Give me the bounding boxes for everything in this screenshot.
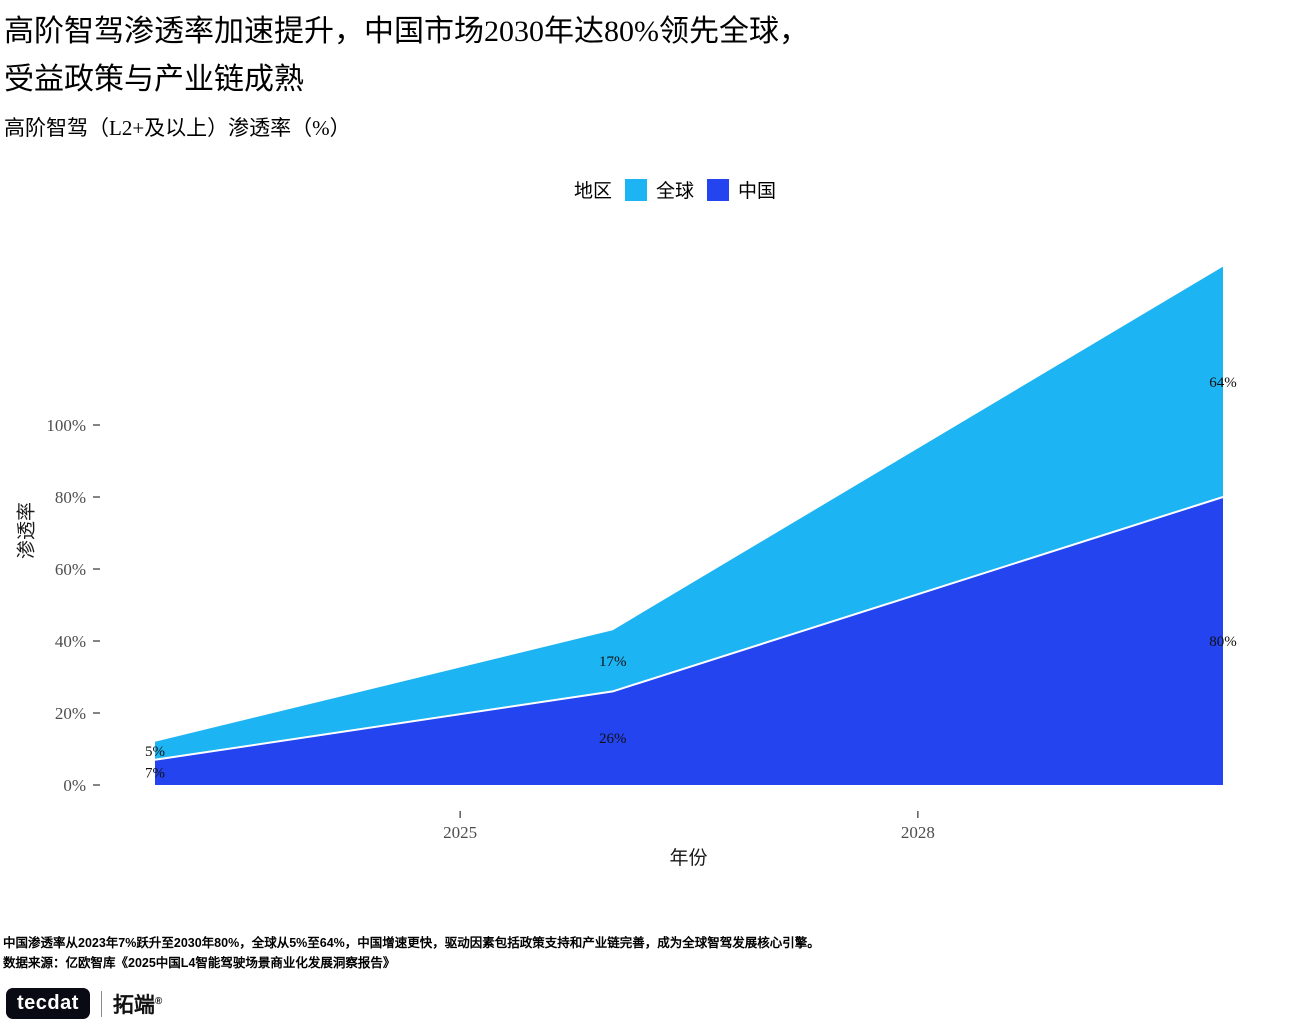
- legend-item-china: 中国: [707, 176, 776, 203]
- stacked-area-chart: 0% 20% 40% 60% 80% 100% 2025 2028 7% 5% 26% 17% 80% 6…: [46, 266, 1237, 842]
- legend-item-global: 全球: [624, 176, 694, 203]
- legend-title: 地区: [573, 181, 612, 202]
- legend-label-china: 中国: [738, 181, 777, 202]
- y-axis-title: 渗透率: [16, 502, 38, 560]
- legend-swatch-china: [707, 178, 729, 201]
- chart-subtitle: 高阶智驾（L2+及以上）渗透率（%）: [4, 116, 351, 140]
- caption-text: 中国渗透率从2023年7%跃升至2030年80%，全球从5%至64%，中国增速更…: [3, 936, 820, 950]
- y-tick-label: 20%: [55, 704, 86, 723]
- registered-mark: ®: [154, 995, 163, 1007]
- data-label-china: 26%: [599, 731, 627, 747]
- chart-title-line2: 受益政策与产业链成熟: [4, 63, 304, 96]
- chart-title-line1: 高阶智驾渗透率加速提升，中国市场2030年达80%领先全球，: [4, 15, 809, 48]
- chart-title: 高阶智驾渗透率加速提升，中国市场2030年达80%领先全球， 受益政策与产业链成…: [4, 8, 809, 104]
- data-label-global: 64%: [1209, 375, 1237, 391]
- area-china: [155, 497, 1223, 785]
- y-tick-label: 0%: [63, 776, 86, 795]
- y-tick-label: 60%: [55, 560, 86, 579]
- source-text: 数据来源：亿欧智库《2025中国L4智能驾驶场景商业化发展洞察报告》: [3, 956, 396, 970]
- logo: tecdat 拓端®: [6, 988, 162, 1019]
- x-tick-label: 2025: [443, 823, 477, 842]
- y-tick-label: 40%: [55, 632, 86, 651]
- data-label-china: 7%: [145, 765, 165, 781]
- area-global: [155, 266, 1223, 760]
- legend: 地区 全球 中国: [30, 176, 1290, 203]
- y-tick-label: 100%: [46, 416, 86, 435]
- tecdat-logo-badge: tecdat: [6, 988, 90, 1019]
- data-label-global: 17%: [599, 654, 627, 670]
- y-tick-label: 80%: [55, 488, 86, 507]
- x-axis-title: 年份: [669, 848, 708, 869]
- logo-divider: [100, 990, 102, 1017]
- data-label-china: 80%: [1209, 634, 1237, 650]
- data-label-global: 5%: [145, 744, 165, 760]
- legend-swatch-global: [624, 178, 647, 201]
- series-separator-line: [154, 496, 1224, 761]
- x-tick-label: 2028: [901, 823, 935, 842]
- legend-label-global: 全球: [655, 181, 694, 202]
- logo-name: 拓端®: [112, 993, 163, 1017]
